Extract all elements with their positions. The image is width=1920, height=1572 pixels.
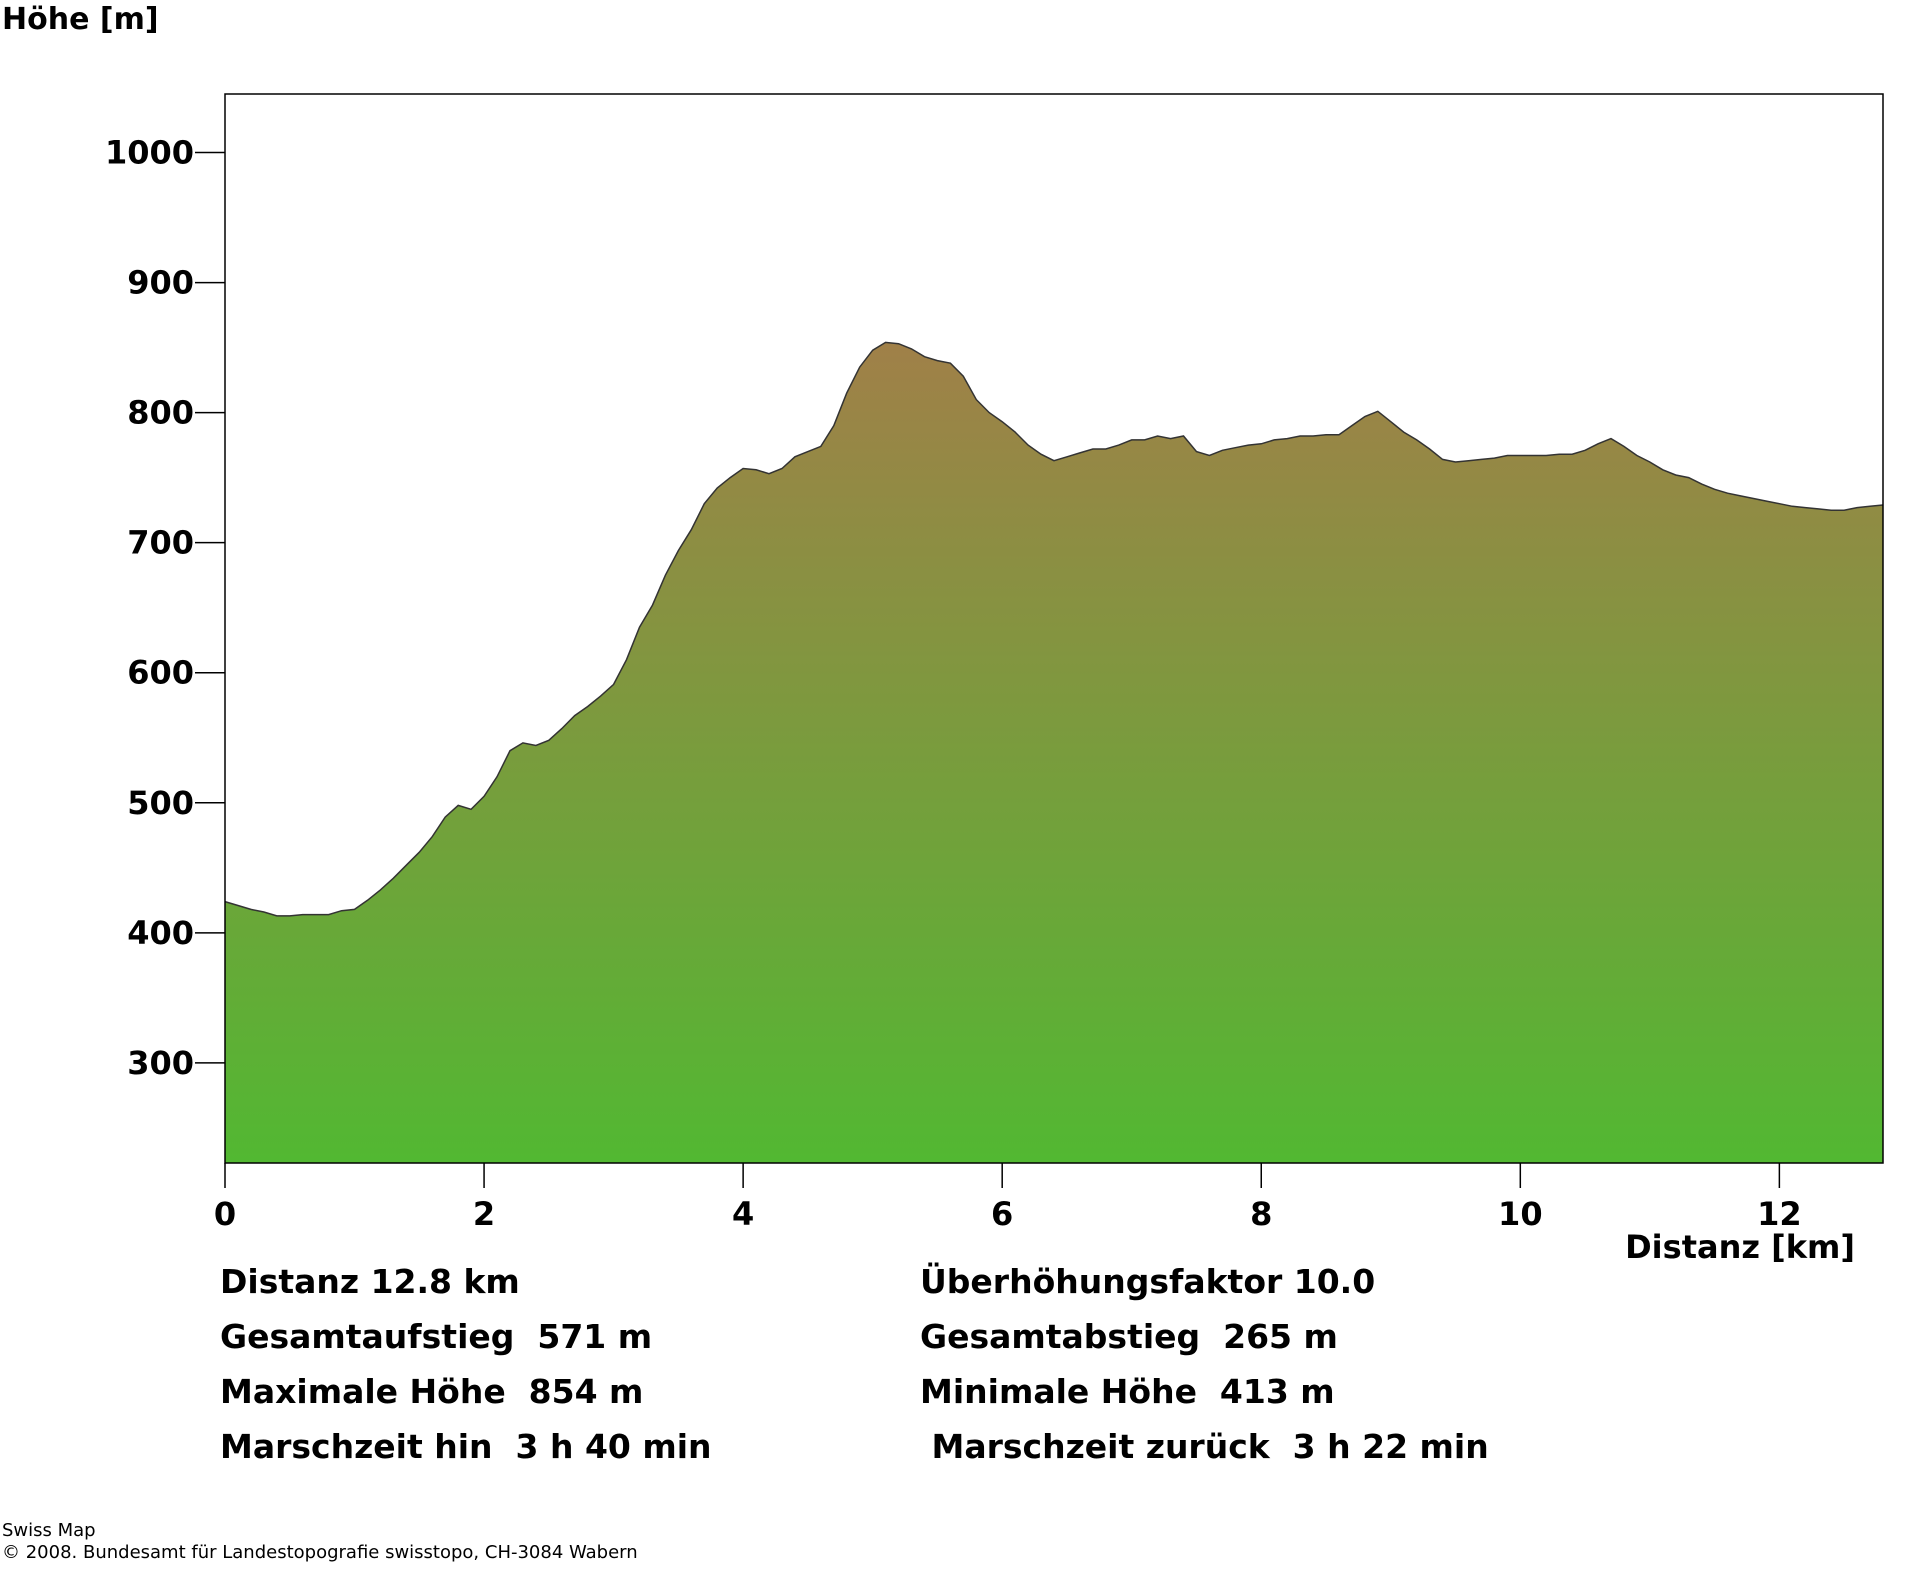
- y-tick-label: 600: [127, 654, 194, 692]
- stat-exaggeration-factor: Überhöhungsfaktor 10.0: [920, 1262, 1376, 1301]
- stat-walk-time-out: Marschzeit hin 3 h 40 min: [220, 1427, 712, 1466]
- footer-product-name: Swiss Map: [2, 1520, 96, 1541]
- y-tick-label: 400: [127, 914, 194, 952]
- y-axis: 300 400 500 600 700 800 900 1000: [105, 134, 225, 1082]
- x-tick-label: 8: [1250, 1195, 1272, 1233]
- stat-distance: Distanz 12.8 km: [220, 1262, 520, 1301]
- y-tick-label: 700: [127, 524, 194, 562]
- y-tick-label: 300: [127, 1044, 194, 1082]
- stat-total-ascent: Gesamtaufstieg 571 m: [220, 1317, 653, 1356]
- x-tick-label: 2: [473, 1195, 495, 1233]
- x-tick-label: 4: [732, 1195, 754, 1233]
- x-tick-label: 10: [1498, 1195, 1543, 1233]
- copyright-footer: Swiss Map © 2008. Bundesamt für Landesto…: [2, 1520, 638, 1564]
- elevation-area: [225, 342, 1883, 1163]
- x-axis: 0 2 4 6 8 10 12: [214, 1163, 1802, 1233]
- stats-row: Distanz 12.8 km Überhöhungsfaktor 10.0: [220, 1262, 1720, 1317]
- y-tick-label: 500: [127, 784, 194, 822]
- y-tick-label: 1000: [105, 134, 194, 172]
- x-axis-label: Distanz [km]: [1625, 1228, 1855, 1266]
- stats-row: Maximale Höhe 854 m Minimale Höhe 413 m: [220, 1372, 1720, 1427]
- elevation-line: [224, 341, 1884, 917]
- stat-min-elevation: Minimale Höhe 413 m: [920, 1372, 1335, 1411]
- y-axis-label: Höhe [m]: [2, 2, 159, 37]
- stats-row: Marschzeit hin 3 h 40 min Marschzeit zur…: [220, 1427, 1720, 1482]
- route-statistics: Distanz 12.8 km Überhöhungsfaktor 10.0 G…: [220, 1262, 1720, 1482]
- stat-walk-time-back: Marschzeit zurück 3 h 22 min: [920, 1427, 1489, 1466]
- plot-frame: [224, 93, 1884, 1164]
- x-tick-label: 6: [991, 1195, 1013, 1233]
- footer-copyright: © 2008. Bundesamt für Landestopografie s…: [2, 1542, 638, 1563]
- stat-total-descent: Gesamtabstieg 265 m: [920, 1317, 1338, 1356]
- x-tick-label: 12: [1757, 1195, 1802, 1233]
- elevation-profile-chart: 300 400 500 600 700 800 900 1000 0 2 4 6 8 10 12 Dist…: [105, 93, 1884, 1266]
- y-tick-label: 900: [127, 264, 194, 302]
- x-tick-label: 0: [214, 1195, 236, 1233]
- y-tick-label: 800: [127, 394, 194, 432]
- stats-row: Gesamtaufstieg 571 m Gesamtabstieg 265 m: [220, 1317, 1720, 1372]
- stat-max-elevation: Maximale Höhe 854 m: [220, 1372, 644, 1411]
